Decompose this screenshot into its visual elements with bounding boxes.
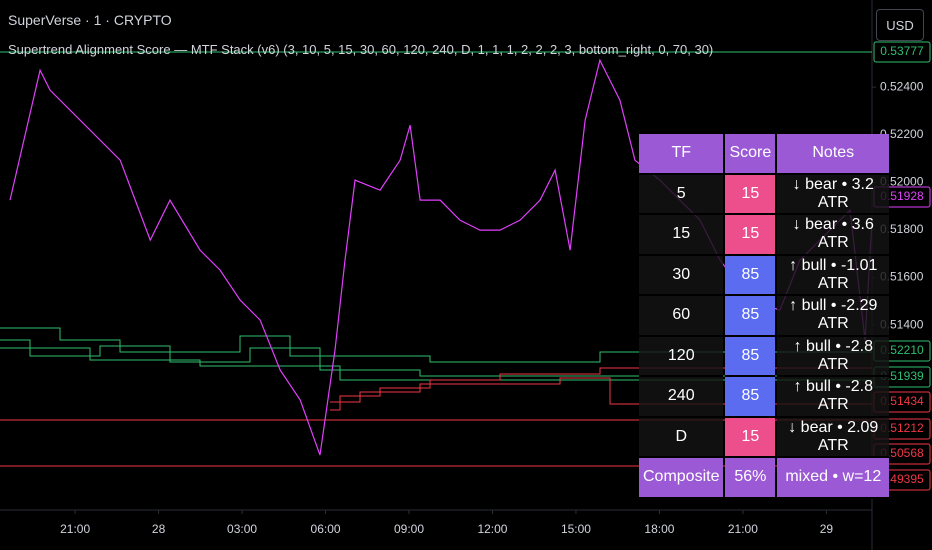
header-cell: TF (639, 134, 724, 175)
composite-cell: mixed • w=12 (777, 458, 890, 499)
table-cell: ↑ bull • -2.29 ATR (777, 296, 890, 337)
table-row: D 15 ↓ bear • 2.09 ATR (639, 417, 890, 458)
price-tag-label: 0.51939 (880, 369, 924, 383)
table-cell: ↓ bear • 2.09 ATR (777, 417, 890, 458)
price-tag (873, 41, 931, 63)
price-tag-label: 0.49395 (880, 472, 924, 486)
score-cell: 85 (725, 336, 776, 377)
composite-cell: Composite (639, 458, 724, 499)
price-tag-label: 0.52210 (880, 343, 924, 357)
table-cell: 240 (639, 377, 724, 418)
x-tick-label: 09:00 (394, 522, 424, 536)
supertrend-line (0, 327, 872, 363)
x-tick-label: 12:00 (477, 522, 507, 536)
table-cell: ↑ bull • -2.8 ATR (777, 336, 890, 377)
table-cell: ↑ bull • -1.01 ATR (777, 255, 890, 296)
composite-cell: 56% (725, 458, 776, 499)
x-tick-label: 15:00 (561, 522, 591, 536)
table-cell: 60 (639, 296, 724, 337)
y-tick-label: 0.52400 (880, 79, 924, 93)
score-cell: 85 (725, 255, 776, 296)
table-row: 30 85 ↑ bull • -1.01 ATR (639, 255, 890, 296)
table-cell: D (639, 417, 724, 458)
y-tick-label: 0.51400 (880, 317, 924, 331)
score-cell: 85 (725, 377, 776, 418)
price-tag-label: 0.51434 (880, 394, 924, 408)
x-tick-label: 21:00 (728, 522, 758, 536)
price-tag-label: 0.50568 (880, 446, 924, 460)
header-cell: Score (725, 134, 776, 175)
score-cell: 15 (725, 417, 776, 458)
price-tag-label: 0.51212 (880, 421, 924, 435)
x-tick-label: 28 (152, 522, 166, 536)
y-tick-label: 0.51600 (880, 270, 924, 284)
x-tick-label: 06:00 (311, 522, 341, 536)
supertrend-line (0, 339, 872, 377)
table-row: 15 15 ↓ bear • 3.6 ATR (639, 215, 890, 256)
table-cell: ↑ bull • -2.8 ATR (777, 377, 890, 418)
table-cell: 5 (639, 174, 724, 215)
score-cell: 15 (725, 215, 776, 256)
score-cell: 85 (725, 296, 776, 337)
currency-button[interactable]: USD (876, 9, 924, 41)
table-cell: ↓ bear • 3.2 ATR (777, 174, 890, 215)
x-tick-label: 21:00 (60, 522, 90, 536)
header-cell: Notes (777, 134, 890, 175)
table-cell: 15 (639, 215, 724, 256)
x-tick-label: 29 (820, 522, 834, 536)
supertrend-line (330, 377, 872, 405)
table-cell: ↓ bear • 3.6 ATR (777, 215, 890, 256)
x-tick-label: 03:00 (227, 522, 257, 536)
price-tag-label: 0.53777 (880, 44, 924, 58)
price-tag-label: 0.51928 (880, 189, 924, 203)
indicator-title: Supertrend Alignment Score — MTF Stack (… (8, 42, 714, 57)
composite-row: Composite 56% mixed • w=12 (639, 458, 890, 499)
score-table: TF Score Notes 5 15 ↓ bear • 3.2 ATR 15 15 ↓ bea… (637, 134, 891, 499)
supertrend-line (0, 347, 872, 381)
symbol-title: SuperVerse · 1 · CRYPTO (8, 12, 172, 28)
y-tick-label: 0.52000 (880, 174, 924, 188)
y-tick-label: 0.51800 (880, 222, 924, 236)
score-cell: 15 (725, 174, 776, 215)
table-row: 240 85 ↑ bull • -2.8 ATR (639, 377, 890, 418)
table-header: TF Score Notes (639, 134, 890, 175)
table-row: 5 15 ↓ bear • 3.2 ATR (639, 174, 890, 215)
x-tick-label: 18:00 (644, 522, 674, 536)
table-row: 120 85 ↑ bull • -2.8 ATR (639, 336, 890, 377)
y-tick-label: 0.52200 (880, 127, 924, 141)
table-cell: 120 (639, 336, 724, 377)
table-cell: 30 (639, 255, 724, 296)
table-row: 60 85 ↑ bull • -2.29 ATR (639, 296, 890, 337)
